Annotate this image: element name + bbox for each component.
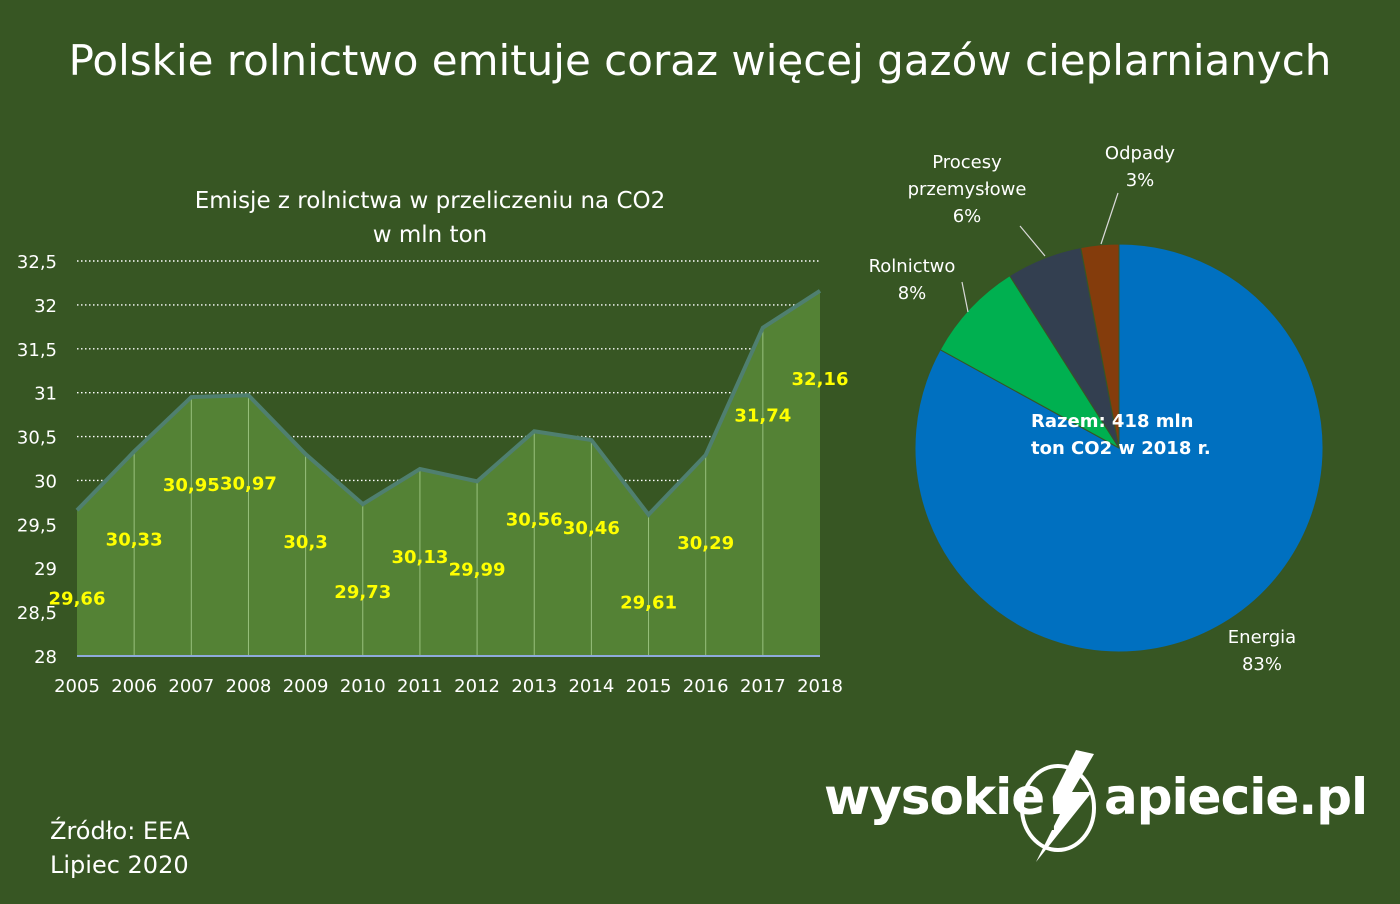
site-logo[interactable]: wysokie apiecie.pl bbox=[824, 750, 1368, 862]
data-label: 29,73 bbox=[334, 582, 391, 603]
source-text: Źródło: EEA bbox=[50, 817, 190, 845]
slice-value-label: 8% bbox=[898, 283, 927, 304]
source-note: Źródło: EEA Lipiec 2020 bbox=[50, 814, 190, 882]
pie-slice bbox=[1080, 243, 1120, 449]
area-chart-title: Emisje z rolnictwa w przeliczeniu na CO2… bbox=[110, 184, 750, 252]
x-tick-label: 2006 bbox=[111, 676, 157, 697]
series-line bbox=[75, 289, 822, 518]
y-tick-label: 32,5 bbox=[17, 252, 57, 273]
data-label: 30,33 bbox=[106, 529, 163, 550]
slice-label: Energia bbox=[1228, 627, 1296, 648]
y-tick-label: 30,5 bbox=[17, 428, 57, 449]
x-tick-label: 2009 bbox=[283, 676, 329, 697]
x-tick-label: 2005 bbox=[54, 676, 100, 697]
logo-text-left: wysokie bbox=[824, 768, 1045, 826]
page-title: Polskie rolnictwo emituje coraz więcej g… bbox=[68, 36, 1332, 85]
x-tick-label: 2017 bbox=[740, 676, 786, 697]
x-tick-label: 2010 bbox=[340, 676, 386, 697]
lightning-n-icon bbox=[1020, 750, 1096, 862]
area-chart-subtitle: w mln ton bbox=[372, 222, 488, 248]
x-tick-label: 2007 bbox=[168, 676, 214, 697]
x-tick-label: 2011 bbox=[397, 676, 443, 697]
leader-line bbox=[961, 281, 969, 313]
pie-center-label: Razem: 418 mln bbox=[1031, 411, 1194, 432]
data-label: 30,29 bbox=[677, 533, 734, 554]
data-label: 29,99 bbox=[449, 559, 506, 580]
x-tick-label: 2013 bbox=[511, 676, 557, 697]
y-tick-label: 28,5 bbox=[17, 603, 57, 624]
pie-center-label: ton CO2 w 2018 r. bbox=[1031, 438, 1211, 459]
data-label: 30,95 bbox=[163, 475, 220, 496]
x-tick-label: 2008 bbox=[226, 676, 272, 697]
leader-line bbox=[1100, 192, 1119, 245]
slice-label: Odpady bbox=[1105, 143, 1175, 164]
x-tick-label: 2018 bbox=[797, 676, 843, 697]
y-tick-label: 28 bbox=[34, 647, 57, 668]
area-chart-title-line: Emisje z rolnictwa w przeliczeniu na CO2 bbox=[194, 188, 666, 214]
x-tick-label: 2015 bbox=[626, 676, 672, 697]
area-fill bbox=[77, 290, 820, 656]
data-label: 30,46 bbox=[563, 518, 620, 539]
slice-label: Procesy bbox=[932, 152, 1002, 173]
y-tick-label: 32 bbox=[34, 296, 57, 317]
data-label: 29,61 bbox=[620, 593, 677, 614]
slice-label: Rolnictwo bbox=[869, 256, 956, 277]
data-label: 32,16 bbox=[792, 369, 849, 390]
y-tick-label: 29 bbox=[34, 559, 57, 580]
y-tick-label: 29,5 bbox=[17, 515, 57, 536]
data-label: 30,13 bbox=[391, 547, 448, 568]
data-label: 30,97 bbox=[220, 473, 277, 494]
slice-value-label: 3% bbox=[1126, 170, 1155, 191]
logo-text-right: apiecie.pl bbox=[1104, 768, 1368, 826]
x-tick-label: 2014 bbox=[568, 676, 614, 697]
slice-label: przemysłowe bbox=[908, 179, 1027, 200]
date-text: Lipiec 2020 bbox=[50, 851, 189, 879]
y-tick-label: 31 bbox=[34, 384, 57, 405]
slice-value-label: 6% bbox=[953, 206, 982, 227]
data-label: 29,66 bbox=[49, 588, 106, 609]
leader-line bbox=[1019, 225, 1046, 257]
slice-value-label: 83% bbox=[1242, 654, 1282, 675]
y-tick-label: 31,5 bbox=[17, 340, 57, 361]
y-tick-label: 30 bbox=[34, 471, 57, 492]
data-label: 30,3 bbox=[283, 532, 327, 553]
data-label: 30,56 bbox=[506, 509, 563, 530]
x-tick-label: 2012 bbox=[454, 676, 500, 697]
data-label: 31,74 bbox=[734, 406, 791, 427]
pie-slice bbox=[939, 275, 1120, 449]
x-tick-label: 2016 bbox=[683, 676, 729, 697]
